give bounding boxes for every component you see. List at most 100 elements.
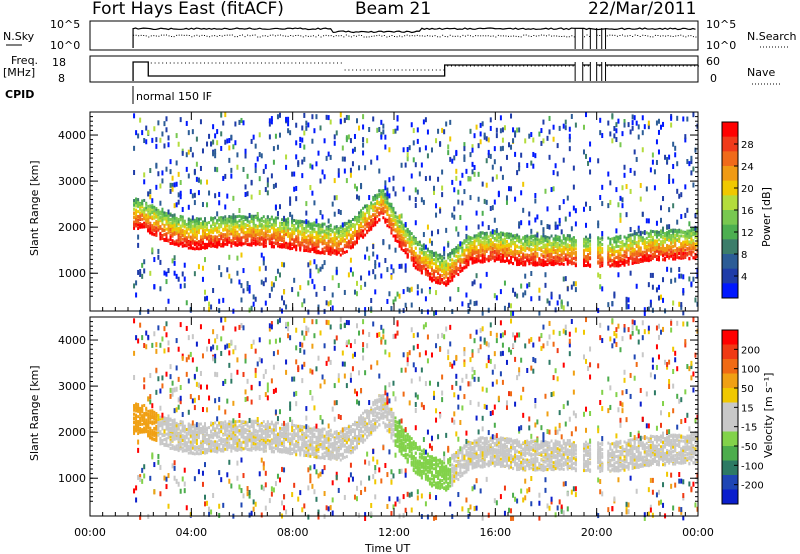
power-cell bbox=[234, 215, 237, 219]
power-cell bbox=[526, 246, 529, 250]
power-cell bbox=[473, 279, 476, 285]
power-cell bbox=[489, 205, 492, 211]
power-cell bbox=[343, 223, 346, 227]
power-cell bbox=[587, 255, 590, 259]
power-cell bbox=[276, 144, 279, 150]
power-cell bbox=[487, 238, 490, 242]
power-cell bbox=[568, 251, 571, 255]
power-cell bbox=[548, 300, 551, 306]
power-cell bbox=[311, 244, 314, 248]
power-cell bbox=[560, 244, 563, 248]
power-cell bbox=[214, 225, 217, 229]
power-cell bbox=[455, 261, 458, 265]
power-cell bbox=[353, 233, 356, 237]
power-cell bbox=[599, 251, 602, 255]
power-cell bbox=[254, 216, 257, 220]
power-cell bbox=[493, 251, 496, 255]
power-cell bbox=[264, 277, 267, 283]
power-cell bbox=[384, 220, 387, 224]
power-cell bbox=[455, 246, 458, 250]
power-cell bbox=[524, 241, 527, 245]
power-cell bbox=[141, 204, 144, 208]
power-cell bbox=[169, 213, 172, 217]
power-cell bbox=[193, 243, 196, 247]
power-cell bbox=[422, 199, 425, 205]
power-cell bbox=[433, 278, 436, 282]
power-cell bbox=[141, 262, 144, 268]
power-cell bbox=[329, 245, 332, 249]
power-cell bbox=[313, 200, 316, 206]
power-cell bbox=[374, 194, 377, 198]
power-cell bbox=[364, 165, 367, 171]
power-cell bbox=[222, 175, 225, 181]
power-cell bbox=[248, 232, 251, 236]
power-cell bbox=[183, 219, 186, 223]
power-cell bbox=[516, 170, 519, 176]
power-cell bbox=[400, 247, 403, 251]
power-cell bbox=[295, 248, 298, 252]
power-cell bbox=[163, 143, 166, 149]
power-cell bbox=[163, 224, 166, 228]
power-cell bbox=[220, 234, 223, 238]
power-cell bbox=[568, 126, 571, 132]
power-cell bbox=[501, 238, 504, 242]
power-cell bbox=[295, 122, 298, 128]
power-cell bbox=[582, 237, 585, 241]
power-cell bbox=[236, 239, 239, 243]
power-cell bbox=[554, 307, 557, 313]
power-cell bbox=[489, 238, 492, 242]
power-cell bbox=[256, 212, 259, 218]
power-cell bbox=[335, 248, 338, 252]
power-cell bbox=[546, 251, 549, 255]
power-cell bbox=[283, 229, 286, 233]
power-cell bbox=[398, 241, 401, 245]
power-cell bbox=[463, 142, 466, 148]
power-cell bbox=[542, 237, 545, 241]
power-cell bbox=[246, 228, 249, 232]
power-cell bbox=[420, 269, 423, 273]
power-cell bbox=[512, 138, 515, 144]
power-cell bbox=[234, 218, 237, 222]
power-cell bbox=[508, 186, 510, 192]
power-cell bbox=[327, 115, 330, 121]
power-cell bbox=[400, 236, 403, 240]
power-cell bbox=[392, 299, 395, 305]
power-cell bbox=[254, 228, 257, 232]
power-cell bbox=[270, 116, 273, 122]
power-cell bbox=[400, 241, 403, 245]
power-cell bbox=[552, 242, 555, 246]
power-cell bbox=[220, 237, 223, 241]
power-cell bbox=[333, 249, 336, 253]
power-cell bbox=[179, 194, 182, 200]
power-cell bbox=[414, 258, 417, 262]
power-cell bbox=[574, 250, 577, 254]
power-cell bbox=[246, 235, 249, 239]
power-cell bbox=[426, 269, 429, 273]
power-cell bbox=[418, 240, 421, 244]
power-cell bbox=[270, 281, 273, 287]
power-cell bbox=[179, 224, 182, 228]
power-cell bbox=[463, 250, 466, 254]
power-cell bbox=[574, 221, 577, 227]
power-cell bbox=[224, 204, 227, 210]
power-cell bbox=[479, 139, 482, 145]
power-cell bbox=[477, 237, 480, 241]
power-cell bbox=[372, 116, 375, 122]
power-cell bbox=[534, 240, 537, 244]
power-cell bbox=[319, 237, 322, 241]
power-cell bbox=[481, 244, 484, 248]
power-cell bbox=[376, 155, 379, 161]
power-cell bbox=[329, 240, 332, 244]
power-cell bbox=[556, 224, 559, 230]
power-cell bbox=[297, 224, 300, 228]
power-cell bbox=[386, 194, 389, 200]
power-cell bbox=[331, 201, 334, 207]
power-cell bbox=[173, 182, 176, 188]
power-cell bbox=[449, 270, 452, 274]
power-cell bbox=[226, 224, 229, 228]
power-cell bbox=[228, 238, 231, 242]
power-cell bbox=[155, 143, 158, 149]
power-cell bbox=[374, 213, 377, 217]
power-cell bbox=[159, 219, 162, 223]
power-cell bbox=[238, 235, 241, 239]
